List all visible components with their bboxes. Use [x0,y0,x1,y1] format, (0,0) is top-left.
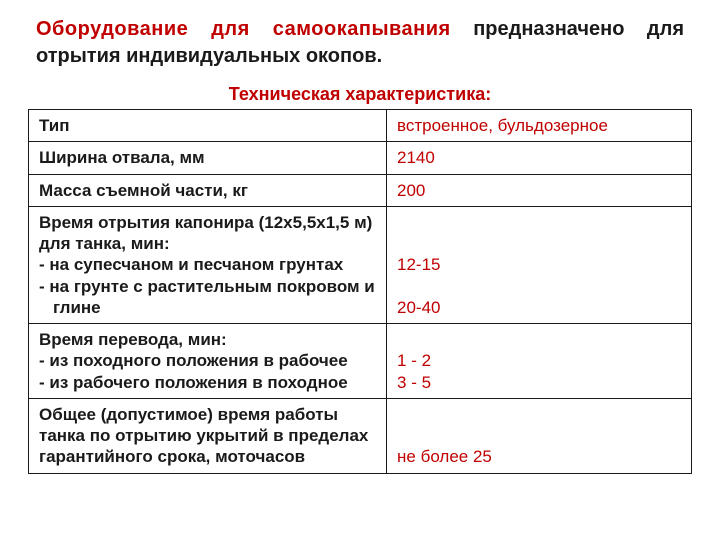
table-row: Ширина отвала, мм 2140 [29,142,692,174]
cell-value: не более 25 [387,398,692,473]
cell-label: Время перевода, мин: - из походного поло… [29,324,387,399]
table-row: Масса съемной части, кг 200 [29,174,692,206]
cell-value: 2140 [387,142,692,174]
table-row: Время перевода, мин: - из походного поло… [29,324,692,399]
table-row: Тип встроенное, бульдозерное [29,110,692,142]
table-row: Общее (допустимое) время работы танка по… [29,398,692,473]
heading-emphasis: Оборудование для самоокапывания [36,18,451,40]
cell-label: Ширина отвала, мм [29,142,387,174]
cell-value: встроенное, бульдозерное [387,110,692,142]
spec-table: Тип встроенное, бульдозерное Ширина отва… [28,109,692,474]
table-title: Техническая характеристика: [28,84,692,105]
cell-label: Тип [29,110,387,142]
cell-label: Время отрытия капонира (12х5,5х1,5 м) дл… [29,206,387,323]
table-row: Время отрытия капонира (12х5,5х1,5 м) дл… [29,206,692,323]
cell-label: Масса съемной части, кг [29,174,387,206]
cell-value: 12-15 20-40 [387,206,692,323]
cell-value: 200 [387,174,692,206]
cell-value: 1 - 2 3 - 5 [387,324,692,399]
cell-label: Общее (допустимое) время работы танка по… [29,398,387,473]
page-heading: Оборудование для самоокапывания предназн… [28,16,692,70]
